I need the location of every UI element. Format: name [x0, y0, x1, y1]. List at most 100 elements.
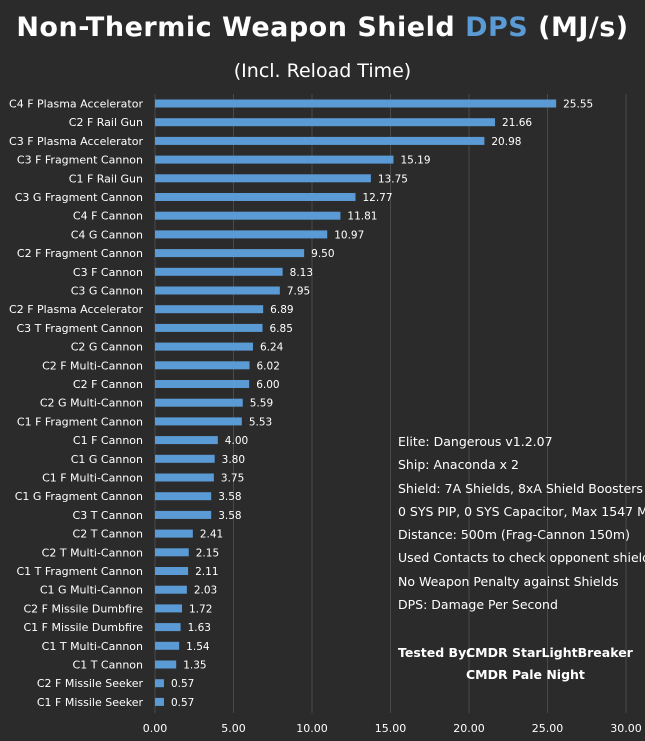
bar — [155, 697, 164, 706]
data-label: 10.97 — [334, 229, 364, 241]
category-label: C2 F Cannon — [73, 378, 143, 391]
bar — [155, 361, 250, 370]
bar — [155, 604, 183, 613]
data-label: 5.59 — [250, 398, 273, 410]
x-tick-label: 15.00 — [375, 722, 407, 735]
category-label: C2 T Multi-Cannon — [42, 546, 143, 559]
bar — [155, 323, 263, 332]
data-label: 15.19 — [400, 155, 430, 167]
credits-name: CMDR Pale Night — [466, 667, 585, 682]
data-label: 2.41 — [200, 529, 223, 541]
bar — [155, 342, 253, 351]
category-label: C3 G Cannon — [71, 285, 143, 298]
data-label: 2.03 — [194, 585, 217, 597]
category-label: C1 F Rail Gun — [69, 172, 143, 185]
credits-name: CMDR StarLightBreaker — [466, 645, 633, 660]
note-line: DPS: Damage Per Second — [398, 597, 558, 613]
data-label: 1.54 — [186, 641, 210, 653]
category-label: C1 G Multi-Cannon — [40, 584, 143, 597]
bar — [155, 641, 180, 650]
data-label: 2.11 — [195, 566, 218, 578]
bar — [155, 417, 242, 426]
bar — [155, 193, 356, 201]
data-label: 3.58 — [218, 491, 241, 503]
data-label: 3.75 — [221, 473, 244, 485]
x-tick-label: 0.00 — [143, 722, 168, 735]
data-label: 13.75 — [378, 173, 408, 185]
data-label: 4.00 — [225, 435, 248, 447]
category-label: C3 G Fragment Cannon — [15, 191, 143, 204]
bar — [155, 305, 264, 314]
bar — [155, 118, 496, 127]
data-label: 0.57 — [171, 697, 194, 709]
bar — [155, 585, 187, 594]
category-label: C3 F Cannon — [73, 266, 143, 279]
category-label: C4 G Cannon — [71, 228, 143, 241]
data-label: 6.00 — [256, 379, 279, 391]
category-label: C1 F Multi-Cannon — [42, 472, 143, 485]
category-label: C2 F Missile Seeker — [37, 677, 144, 690]
bar — [155, 679, 164, 688]
chart-title-prefix: Non-Thermic Weapon Shield — [16, 12, 466, 43]
data-label: 21.66 — [502, 117, 532, 129]
bar — [155, 380, 250, 388]
data-label: 6.02 — [257, 360, 280, 372]
bar — [155, 174, 371, 183]
category-label: C1 T Multi-Cannon — [42, 640, 143, 653]
category-label: C3 F Fragment Cannon — [17, 154, 143, 167]
category-label: C1 F Fragment Cannon — [17, 415, 143, 428]
data-label: 7.95 — [287, 286, 310, 298]
data-label: 6.85 — [270, 323, 293, 335]
category-label: C3 F Plasma Accelerator — [9, 135, 143, 148]
x-tick-label: 5.00 — [221, 722, 246, 735]
bar — [155, 99, 557, 108]
chart-title: Non-Thermic Weapon Shield DPS (MJ/s) — [0, 12, 645, 43]
bar — [155, 211, 341, 220]
category-label: C4 F Cannon — [73, 210, 143, 223]
category-label: C1 F Missile Dumbfire — [23, 621, 143, 634]
x-tick-label: 30.00 — [610, 722, 642, 735]
data-label: 11.81 — [347, 211, 377, 223]
category-label: C3 T Fragment Cannon — [17, 322, 144, 335]
category-label: C2 F Multi-Cannon — [42, 359, 143, 372]
note-line: Elite: Dangerous v1.2.07 — [398, 434, 553, 449]
note-line: Ship: Anaconda x 2 — [398, 457, 519, 473]
data-label: 0.57 — [171, 678, 194, 690]
bar — [155, 623, 181, 632]
data-label: 3.80 — [222, 454, 245, 466]
chart-title-suffix: (MJ/s) — [528, 12, 629, 43]
note-line: Used Contacts to check opponent shield % — [398, 550, 645, 566]
category-label: C1 F Missile Seeker — [37, 696, 144, 709]
note-line: Distance: 500m (Frag-Cannon 150m) — [398, 527, 630, 543]
category-label: C2 F Fragment Cannon — [17, 247, 143, 260]
category-label: C1 T Fragment Cannon — [17, 565, 144, 578]
data-label: 1.63 — [188, 622, 211, 634]
bar — [155, 136, 485, 145]
data-label: 8.13 — [290, 267, 313, 279]
bar — [155, 510, 212, 519]
credits: Tested By:CMDR StarLightBreaker CMDR Pal… — [398, 642, 633, 686]
category-label: C2 G Cannon — [71, 341, 143, 354]
bar — [155, 660, 177, 669]
category-label: C2 T Cannon — [73, 528, 143, 541]
data-label: 1.35 — [183, 660, 206, 672]
data-label: 20.98 — [491, 136, 521, 148]
note-line: 0 SYS PIP, 0 SYS Capacitor, Max 1547 MJ — [398, 503, 645, 519]
x-tick-label: 10.00 — [296, 722, 328, 735]
category-label: C2 F Plasma Accelerator — [9, 303, 143, 316]
category-label: C2 G Multi-Cannon — [40, 397, 143, 410]
bar — [155, 548, 189, 557]
category-label: C4 F Plasma Accelerator — [9, 98, 143, 111]
bar — [155, 398, 243, 407]
bar — [155, 249, 305, 258]
x-tick-label: 25.00 — [532, 722, 564, 735]
data-label: 6.24 — [260, 342, 284, 354]
bar — [155, 230, 328, 239]
category-label: C2 F Missile Dumbfire — [23, 602, 143, 615]
category-label: C1 G Cannon — [71, 453, 143, 466]
category-label: C3 T Cannon — [73, 509, 143, 522]
category-label: C1 G Fragment Cannon — [15, 490, 143, 503]
bar — [155, 454, 215, 463]
category-label: C1 T Cannon — [73, 659, 143, 672]
